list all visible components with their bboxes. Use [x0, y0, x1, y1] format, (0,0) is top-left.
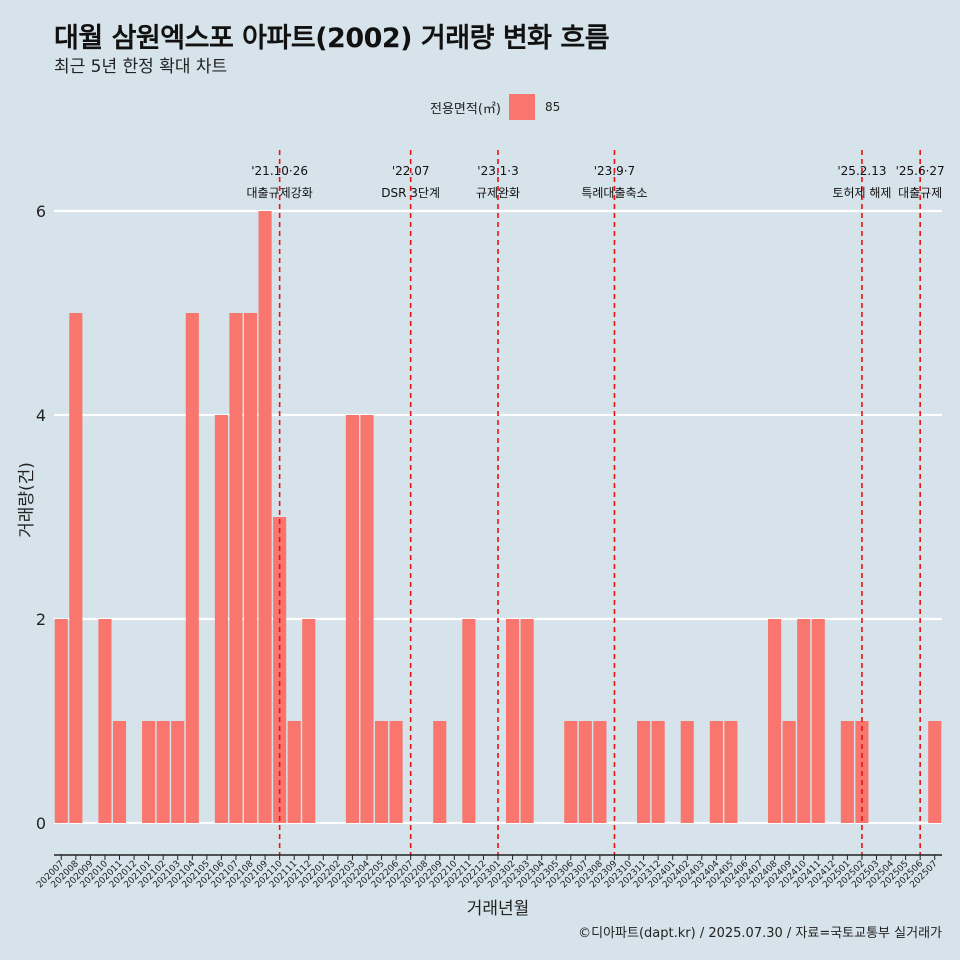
bar: [185, 313, 199, 823]
event-label: 특례대출축소: [581, 186, 647, 200]
bar: [389, 721, 403, 823]
bar: [156, 721, 170, 823]
chart-title: 대월 삼원엑스포 아파트(2002) 거래량 변화 흐름: [54, 23, 610, 54]
bar: [287, 721, 301, 823]
y-tick-label: 4: [36, 406, 46, 425]
bar: [243, 313, 258, 823]
bar: [651, 721, 665, 823]
y-tick-label: 2: [36, 610, 46, 629]
bar: [142, 721, 156, 823]
bar: [811, 619, 825, 823]
legend-label: 85: [544, 100, 561, 114]
event-date-label: '22.07: [392, 164, 430, 178]
bar: [593, 721, 607, 823]
bar: [564, 721, 578, 823]
event-date-label: '21.10·26: [251, 164, 308, 178]
event-date-label: '23.9·7: [594, 164, 635, 178]
y-tick-label: 0: [36, 814, 46, 833]
bar: [928, 721, 942, 823]
bar: [302, 619, 316, 823]
bar: [360, 415, 374, 823]
event-label: 토허제 해제: [832, 186, 891, 200]
bar: [69, 313, 83, 823]
x-axis-title: 거래년월: [467, 899, 530, 919]
bar: [433, 721, 447, 823]
event-label: 대출규제: [898, 186, 942, 200]
bar: [214, 415, 228, 823]
bar: [578, 721, 592, 823]
bar: [768, 619, 782, 823]
bar: [374, 721, 389, 823]
source-caption: ©디아파트(dapt.kr) / 2025.07.30 / 자료=국토교통부 실…: [578, 926, 942, 941]
chart-subtitle: 최근 5년 한정 확대 차트: [54, 57, 228, 77]
bar: [520, 619, 534, 823]
legend: 전용면적(㎡) 85: [430, 94, 560, 120]
bar: [54, 619, 68, 823]
legend-color-key: [508, 94, 535, 120]
event-date-label: '25.6·27: [896, 164, 945, 178]
bar: [797, 619, 811, 823]
bar: [709, 721, 723, 823]
event-date-label: '23.1·3: [477, 164, 518, 178]
bar: [506, 619, 520, 823]
event-label: 규제완화: [476, 186, 520, 200]
bar: [98, 619, 112, 823]
event-date-label: '25.2.13: [837, 164, 886, 178]
bar: [680, 721, 694, 823]
bar: [171, 721, 185, 823]
y-tick-label: 6: [36, 202, 46, 221]
bar: [345, 415, 359, 823]
bar: [724, 721, 738, 823]
y-axis-title: 거래량(건): [17, 462, 37, 538]
bar: [637, 721, 651, 823]
event-label: 대출규제강화: [247, 186, 313, 200]
bar: [258, 211, 272, 823]
bar: [229, 313, 243, 823]
bar: [112, 721, 127, 823]
bar: [273, 517, 287, 823]
legend-title: 전용면적(㎡): [430, 101, 501, 117]
bar: [782, 721, 796, 823]
bar: [462, 619, 476, 823]
event-label: DSR 3단계: [381, 186, 440, 200]
bar: [840, 721, 854, 823]
